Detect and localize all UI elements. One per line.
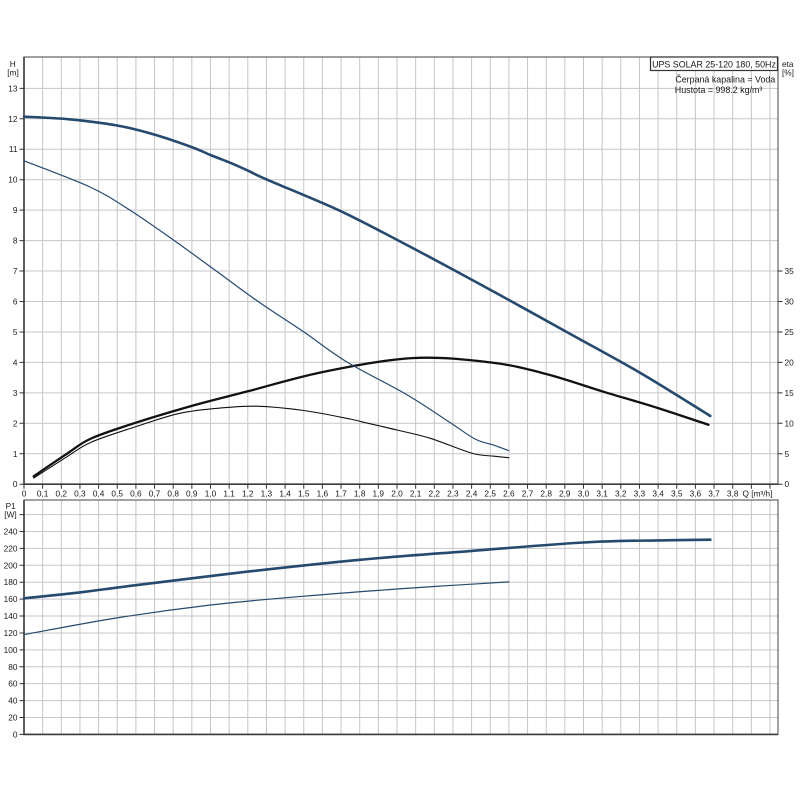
svg-text:eta: eta bbox=[782, 59, 794, 69]
svg-text:2,5: 2,5 bbox=[484, 488, 496, 498]
svg-text:10: 10 bbox=[8, 175, 18, 185]
svg-text:2,1: 2,1 bbox=[410, 488, 422, 498]
svg-text:60: 60 bbox=[8, 679, 18, 689]
svg-text:0,1: 0,1 bbox=[37, 488, 49, 498]
svg-text:15: 15 bbox=[785, 388, 795, 398]
svg-text:[%]: [%] bbox=[782, 67, 794, 77]
svg-text:2: 2 bbox=[13, 418, 18, 428]
svg-text:0: 0 bbox=[13, 479, 18, 489]
svg-text:40: 40 bbox=[8, 696, 18, 706]
svg-text:200: 200 bbox=[4, 560, 18, 570]
svg-text:5: 5 bbox=[13, 327, 18, 337]
svg-text:2,0: 2,0 bbox=[391, 488, 403, 498]
svg-text:1,2: 1,2 bbox=[242, 488, 254, 498]
svg-text:25: 25 bbox=[785, 327, 795, 337]
svg-text:P1: P1 bbox=[6, 501, 17, 511]
svg-text:1,8: 1,8 bbox=[354, 488, 366, 498]
svg-text:5: 5 bbox=[785, 449, 790, 459]
svg-text:80: 80 bbox=[8, 662, 18, 672]
svg-text:1,9: 1,9 bbox=[373, 488, 385, 498]
svg-text:0,5: 0,5 bbox=[111, 488, 123, 498]
svg-text:0: 0 bbox=[22, 488, 27, 498]
svg-text:0,4: 0,4 bbox=[93, 488, 105, 498]
svg-text:UPS SOLAR 25-120 180, 50Hz: UPS SOLAR 25-120 180, 50Hz bbox=[652, 59, 776, 69]
svg-text:240: 240 bbox=[4, 527, 18, 537]
svg-text:3,4: 3,4 bbox=[652, 488, 664, 498]
svg-text:2,6: 2,6 bbox=[503, 488, 515, 498]
svg-text:30: 30 bbox=[785, 297, 795, 307]
svg-text:1,1: 1,1 bbox=[223, 488, 235, 498]
svg-text:2,3: 2,3 bbox=[447, 488, 459, 498]
svg-text:3,3: 3,3 bbox=[634, 488, 646, 498]
svg-text:0,3: 0,3 bbox=[74, 488, 86, 498]
svg-text:3,1: 3,1 bbox=[596, 488, 608, 498]
svg-text:1,6: 1,6 bbox=[317, 488, 329, 498]
svg-text:[W]: [W] bbox=[4, 510, 16, 520]
svg-text:3,7: 3,7 bbox=[708, 488, 720, 498]
svg-text:2,7: 2,7 bbox=[522, 488, 534, 498]
svg-text:120: 120 bbox=[4, 628, 18, 638]
svg-text:8: 8 bbox=[13, 236, 18, 246]
svg-text:0,7: 0,7 bbox=[149, 488, 161, 498]
svg-text:1: 1 bbox=[13, 449, 18, 459]
svg-text:Čerpaná kapalina = Voda: Čerpaná kapalina = Voda bbox=[675, 74, 775, 84]
svg-text:3,6: 3,6 bbox=[690, 488, 702, 498]
svg-text:2,9: 2,9 bbox=[559, 488, 571, 498]
svg-text:2,4: 2,4 bbox=[466, 488, 478, 498]
svg-text:1,3: 1,3 bbox=[261, 488, 273, 498]
svg-text:0,9: 0,9 bbox=[186, 488, 198, 498]
svg-text:1,4: 1,4 bbox=[279, 488, 291, 498]
svg-text:2,8: 2,8 bbox=[540, 488, 552, 498]
svg-text:1,7: 1,7 bbox=[335, 488, 347, 498]
svg-text:160: 160 bbox=[4, 594, 18, 604]
svg-text:11: 11 bbox=[9, 144, 18, 154]
svg-text:0,8: 0,8 bbox=[167, 488, 179, 498]
svg-text:6: 6 bbox=[13, 297, 18, 307]
svg-text:20: 20 bbox=[8, 713, 18, 723]
svg-text:[m]: [m] bbox=[7, 67, 19, 77]
svg-text:35: 35 bbox=[785, 266, 795, 276]
svg-text:Q [m³/h]: Q [m³/h] bbox=[743, 488, 773, 498]
svg-text:H: H bbox=[10, 59, 16, 69]
svg-text:3: 3 bbox=[13, 388, 18, 398]
svg-text:0,2: 0,2 bbox=[56, 488, 68, 498]
svg-text:2,2: 2,2 bbox=[429, 488, 441, 498]
svg-text:100: 100 bbox=[4, 645, 18, 655]
svg-text:20: 20 bbox=[785, 357, 795, 367]
svg-text:7: 7 bbox=[13, 266, 18, 276]
svg-text:Hustota = 998.2 kg/m³: Hustota = 998.2 kg/m³ bbox=[675, 85, 763, 95]
svg-text:12: 12 bbox=[8, 114, 18, 124]
svg-text:0: 0 bbox=[13, 729, 18, 739]
svg-text:9: 9 bbox=[13, 205, 18, 215]
svg-text:140: 140 bbox=[4, 611, 18, 621]
svg-text:0,6: 0,6 bbox=[130, 488, 142, 498]
svg-text:1,5: 1,5 bbox=[298, 488, 310, 498]
svg-text:220: 220 bbox=[4, 543, 18, 553]
svg-text:3,5: 3,5 bbox=[671, 488, 683, 498]
svg-text:180: 180 bbox=[4, 577, 18, 587]
svg-text:0: 0 bbox=[785, 479, 790, 489]
svg-text:3,2: 3,2 bbox=[615, 488, 627, 498]
svg-text:3,8: 3,8 bbox=[727, 488, 739, 498]
svg-text:4: 4 bbox=[13, 357, 18, 367]
svg-text:3,0: 3,0 bbox=[578, 488, 590, 498]
svg-text:13: 13 bbox=[8, 83, 18, 93]
svg-text:10: 10 bbox=[785, 418, 795, 428]
svg-text:1,0: 1,0 bbox=[205, 488, 217, 498]
